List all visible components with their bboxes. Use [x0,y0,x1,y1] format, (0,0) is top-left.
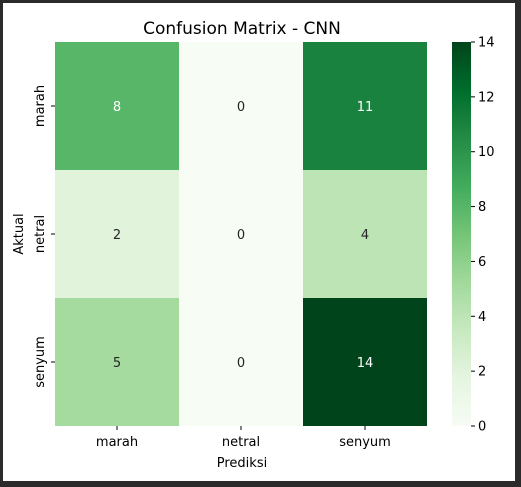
figure: Confusion Matrix - CNN 8 0 11 2 0 4 5 0 14 marah… [3,3,515,481]
heatmap-cell [179,42,303,170]
heatmap-cell [179,170,303,298]
colorbar-tick-label: 4 [478,310,486,325]
y-axis-label: Aktual [12,213,27,254]
cell-value-label: 11 [357,100,374,115]
colorbar: 0 2 4 6 8 10 12 14 [452,36,495,435]
colorbar-tick-label: 10 [478,145,495,160]
cell-value-label: 0 [237,228,245,243]
colorbar-tick-label: 0 [478,420,486,435]
cell-value-label: 2 [113,228,121,243]
colorbar-tick-label: 6 [478,255,486,270]
confusion-matrix-chart: Confusion Matrix - CNN 8 0 11 2 0 4 5 0 14 marah… [12,19,495,471]
cell-value-label: 0 [237,100,245,115]
heatmap-cell [303,170,427,298]
heatmap-cell [55,170,179,298]
y-axis: marah netral senyum [33,85,55,388]
heatmap-cells: 8 0 11 2 0 4 5 0 14 [55,42,427,426]
colorbar-gradient [452,42,471,426]
x-tick-label: marah [96,435,138,450]
x-axis: marah netral senyum [96,426,391,450]
colorbar-tick-label: 12 [478,90,495,105]
heatmap-cell [55,42,179,170]
colorbar-tick-label: 2 [478,365,486,380]
cell-value-label: 4 [361,228,369,243]
chart-title: Confusion Matrix - CNN [143,19,341,39]
cell-value-label: 14 [357,356,374,371]
colorbar-tick-label: 14 [478,36,495,51]
cell-value-label: 8 [113,100,121,115]
y-tick-label: netral [33,215,48,253]
y-tick-label: marah [33,85,48,127]
cell-value-label: 5 [113,356,121,371]
x-axis-label: Prediksi [217,456,267,471]
y-tick-label: senyum [33,336,48,388]
heatmap-cell [303,298,427,426]
cell-value-label: 0 [237,356,245,371]
colorbar-tick-label: 8 [478,200,486,215]
x-tick-label: senyum [339,435,391,450]
x-tick-label: netral [222,435,260,450]
heatmap-cell [55,298,179,426]
heatmap-cell [179,298,303,426]
heatmap-cell [303,42,427,170]
